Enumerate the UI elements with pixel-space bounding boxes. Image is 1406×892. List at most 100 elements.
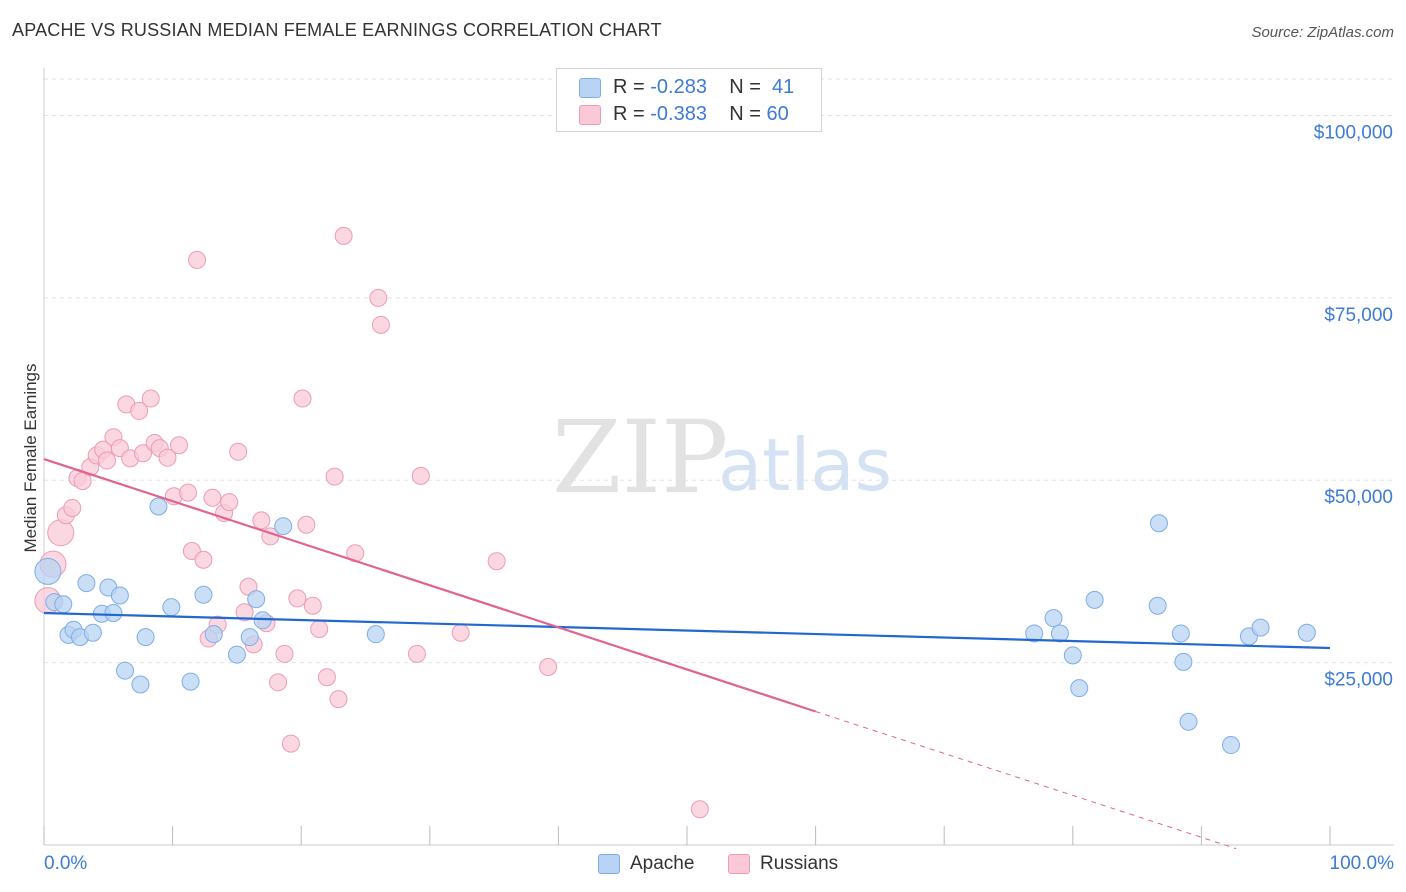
russian-point-57 [487, 552, 506, 571]
x-tick-min: 0.0% [44, 853, 87, 874]
russian-point-2 [47, 519, 75, 547]
apache-point-32 [1148, 596, 1167, 615]
russian-point-47 [317, 668, 336, 687]
russian-point-31 [220, 493, 239, 512]
y-tick-label-2: $75,000 [1324, 305, 1393, 326]
russian-point-23 [179, 483, 198, 502]
apache-n-value: 41 [772, 76, 795, 98]
russian-point-43 [293, 389, 312, 408]
russian-r-label: R = [613, 103, 645, 125]
apache-point-28 [1050, 624, 1069, 643]
russian-point-52 [369, 288, 388, 307]
russian-point-50 [334, 226, 353, 245]
apache-legend-swatch [598, 854, 620, 874]
russian-point-32 [229, 442, 248, 461]
russian-point-59 [690, 800, 709, 819]
russian-legend-swatch [728, 854, 750, 874]
apache-points [34, 497, 1316, 755]
apache-point-18 [194, 585, 213, 604]
apache-point-26 [1025, 624, 1044, 643]
russian-point-4 [63, 498, 82, 517]
russian-point-48 [325, 467, 344, 486]
chart-title: APACHE VS RUSSIAN MEDIAN FEMALE EARNINGS… [12, 20, 662, 40]
watermark: ZIP atlas [552, 399, 892, 516]
apache-point-14 [136, 628, 155, 647]
apache-point-37 [1221, 736, 1240, 755]
y-tick-label-0: $25,000 [1324, 670, 1393, 691]
apache-point-22 [247, 590, 266, 609]
russian-point-28 [203, 488, 222, 507]
apache-point-23 [253, 611, 272, 630]
legend-text-russian: R = -0.383 N = 60 [613, 103, 789, 126]
apache-swatch [579, 78, 601, 98]
russian-point-55 [411, 466, 430, 485]
russian-point-41 [281, 734, 300, 753]
apache-point-35 [1174, 652, 1193, 671]
russian-point-39 [269, 673, 288, 692]
apache-point-40 [1297, 623, 1316, 642]
russian-legend-label: Russians [760, 853, 839, 874]
russian-n-label: N = [729, 103, 761, 125]
russian-r-value: -0.383 [650, 103, 707, 125]
apache-point-17 [181, 672, 200, 691]
apache-point-10 [104, 604, 123, 623]
russian-point-40 [275, 644, 294, 663]
apache-point-24 [274, 517, 293, 536]
legend-text-apache: R = -0.283 N = 41 [613, 76, 794, 99]
apache-trendline [43, 611, 1331, 650]
watermark-atlas: atlas [718, 423, 892, 507]
apache-point-21 [240, 628, 259, 647]
apache-point-19 [204, 625, 223, 644]
apache-r-label: R = [613, 76, 645, 98]
russian-points [34, 226, 709, 819]
apache-point-7 [83, 623, 102, 642]
apache-point-6 [77, 574, 96, 593]
apache-point-11 [110, 586, 129, 605]
y-tick-label-1: $50,000 [1324, 487, 1393, 508]
russian-point-42 [288, 589, 307, 608]
apache-point-34 [1171, 624, 1190, 643]
russian-n-value: 60 [766, 103, 789, 125]
x-tick-max: 100.0% [1330, 853, 1395, 874]
russian-point-54 [407, 644, 426, 663]
apache-point-39 [1251, 618, 1270, 637]
apache-point-20 [227, 645, 246, 664]
russian-point-56 [451, 623, 470, 642]
source-credit: Source: ZipAtlas.com [1251, 24, 1394, 41]
russian-point-10 [98, 451, 117, 470]
russian-swatch [579, 105, 601, 125]
correlation-legend: R = -0.283 N = 41 R = -0.383 N = 60 [556, 68, 822, 132]
apache-point-33 [1149, 514, 1168, 533]
apache-point-27 [1044, 609, 1063, 628]
russian-point-46 [310, 620, 329, 639]
russian-point-22 [170, 436, 189, 455]
apache-point-15 [149, 497, 168, 516]
russian-point-26 [194, 550, 213, 569]
apache-r-value: -0.283 [650, 76, 707, 98]
russian-point-33 [235, 603, 254, 622]
y-axis-title: Median Female Earnings [21, 364, 40, 553]
y-tick-label-3: $100,000 [1314, 122, 1393, 143]
apache-point-0 [34, 557, 62, 585]
russian-trendline [43, 458, 816, 713]
russian-point-49 [329, 690, 348, 709]
russian-trendline-extension [815, 711, 1237, 850]
russian-point-45 [303, 596, 322, 615]
apache-point-12 [116, 661, 135, 680]
russian-point-15 [130, 401, 149, 420]
apache-point-36 [1179, 712, 1198, 731]
russian-point-16 [134, 444, 153, 463]
russian-point-44 [297, 515, 316, 534]
watermark-zip: ZIP [552, 399, 728, 516]
apache-point-16 [162, 598, 181, 617]
y-tick-labels: $25,000 $50,000 $75,000 $100,000 [1314, 122, 1393, 690]
russian-point-58 [539, 657, 558, 676]
axes [43, 68, 1394, 846]
russian-point-53 [371, 315, 390, 334]
russian-point-17 [141, 389, 160, 408]
trendlines [43, 458, 1331, 850]
apache-point-25 [366, 625, 385, 644]
apache-n-label: N = [729, 76, 761, 98]
russian-point-20 [158, 448, 177, 467]
